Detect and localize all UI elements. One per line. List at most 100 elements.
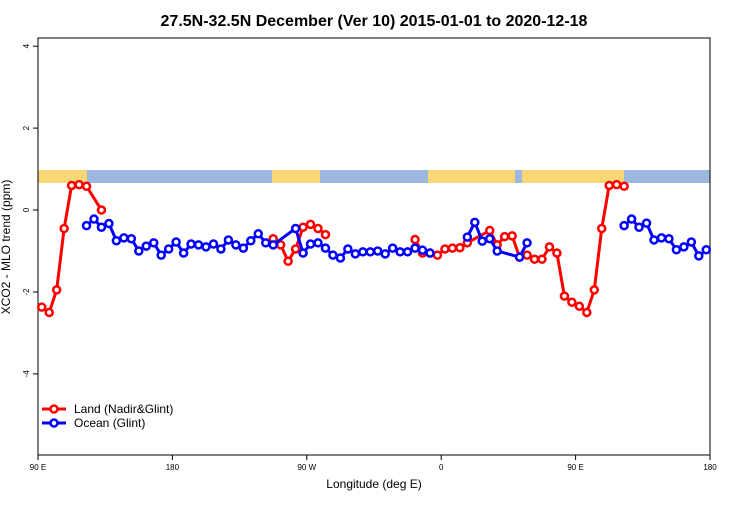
x-tick-label: 90 W: [297, 463, 316, 472]
data-point: [305, 239, 316, 249]
data-point: [634, 222, 644, 232]
data-point: [492, 246, 502, 256]
data-point: [484, 225, 495, 236]
data-point: [186, 239, 196, 249]
data-point: [59, 223, 69, 234]
land-ocean-strip: [38, 170, 710, 183]
data-point: [305, 219, 316, 230]
data-point: [626, 214, 637, 224]
data-point: [694, 251, 704, 261]
data-point: [641, 218, 652, 228]
data-point: [111, 236, 122, 246]
data-point: [134, 246, 144, 256]
legend-label: Ocean (Glint): [74, 416, 145, 430]
data-point: [477, 236, 488, 246]
data-point: [619, 181, 629, 192]
data-point: [223, 235, 234, 245]
data-point: [462, 232, 473, 242]
data-point: [410, 234, 420, 245]
data-point: [559, 291, 570, 301]
data-point: [238, 243, 249, 253]
data-point: [365, 247, 376, 257]
data-point: [395, 247, 405, 257]
data-point: [440, 244, 450, 254]
data-point: [537, 254, 547, 264]
data-point: [208, 239, 219, 249]
chart-title: 27.5N-32.5N December (Ver 10) 2015-01-01…: [161, 13, 588, 30]
y-tick-label: -4: [22, 370, 31, 378]
data-point: [201, 242, 211, 252]
data-point: [589, 285, 600, 295]
data-point: [656, 233, 667, 243]
data-point: [679, 242, 689, 252]
data-point: [372, 246, 383, 256]
data-point: [193, 240, 204, 250]
x-tick-label: 180: [166, 463, 180, 472]
data-point: [290, 223, 301, 234]
data-point: [417, 245, 428, 255]
data-point: [96, 205, 107, 215]
data-point: [313, 238, 323, 248]
data-point: [447, 243, 458, 253]
data-point: [701, 245, 712, 255]
data-point: [335, 253, 346, 263]
data-point: [89, 214, 99, 224]
data-point: [380, 249, 390, 259]
legend-marker: [49, 404, 59, 414]
data-point: [268, 240, 278, 250]
data-point: [66, 180, 77, 191]
data-point: [81, 181, 92, 192]
data-point: [96, 222, 107, 232]
data-point: [104, 218, 114, 229]
data-point: [432, 250, 443, 260]
data-point: [350, 249, 361, 259]
data-point: [410, 243, 420, 253]
data-point: [156, 250, 166, 260]
x-tick-label: 0: [439, 463, 444, 472]
data-point: [126, 233, 137, 244]
data-point: [604, 180, 614, 191]
data-point: [328, 250, 338, 260]
data-point: [596, 223, 607, 234]
data-point: [574, 301, 585, 312]
x-tick-label: 180: [703, 463, 717, 472]
data-point: [514, 252, 525, 262]
legend-marker: [49, 418, 59, 428]
data-point: [529, 254, 540, 264]
y-tick-label: -2: [22, 288, 31, 296]
data-point: [686, 237, 697, 247]
data-point: [36, 302, 47, 312]
data-point: [74, 179, 84, 190]
data-point: [260, 238, 271, 248]
legend-label: Land (Nadir&Glint): [74, 402, 173, 416]
data-point: [425, 248, 435, 258]
data-point: [148, 238, 159, 248]
data-point: [298, 222, 308, 232]
data-point: [611, 179, 622, 190]
x-axis-label: Longitude (deg E): [326, 477, 421, 491]
data-point: [402, 247, 413, 257]
data-point: [552, 248, 562, 258]
data-point: [119, 233, 129, 243]
y-tick-label: 4: [22, 43, 31, 48]
y-tick-label: 0: [22, 207, 31, 212]
data-point: [507, 231, 517, 241]
data-point: [387, 243, 398, 253]
y-axis-label: XCO2 - MLO trend (ppm): [0, 180, 13, 315]
data-point: [171, 237, 181, 247]
data-point: [246, 236, 256, 246]
data-point: [343, 244, 353, 254]
data-point: [664, 233, 674, 244]
data-point: [522, 238, 532, 248]
data-point: [141, 241, 152, 251]
data-point: [298, 248, 308, 258]
data-point: [178, 248, 189, 258]
data-point: [455, 242, 465, 253]
data-point: [283, 256, 293, 266]
data-point: [231, 240, 241, 250]
data-point: [619, 220, 629, 231]
data-point: [320, 243, 331, 253]
data-point: [313, 223, 323, 234]
data-point: [544, 242, 555, 252]
